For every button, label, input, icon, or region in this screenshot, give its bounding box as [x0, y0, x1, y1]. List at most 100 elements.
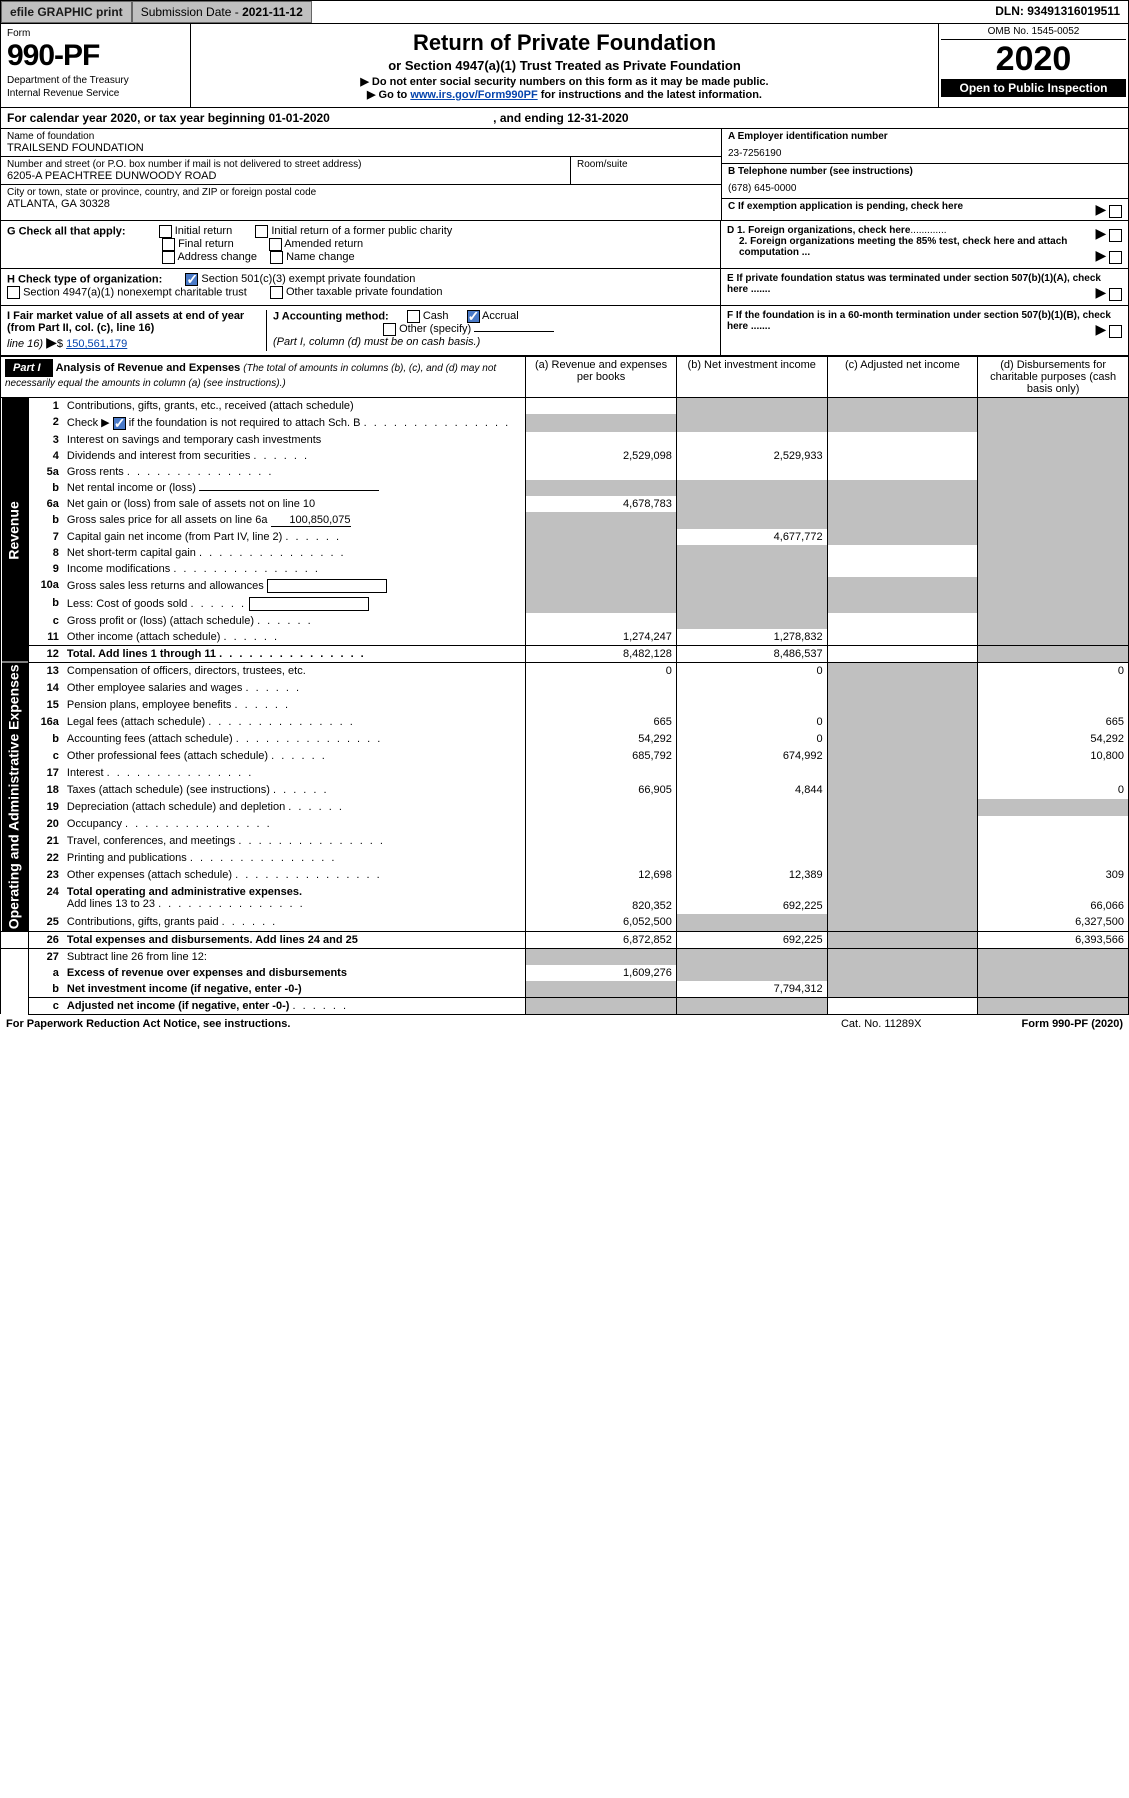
r4-b: 2,529,933: [676, 448, 827, 464]
r7-b: 4,677,772: [676, 529, 827, 545]
chk-name[interactable]: [270, 251, 283, 264]
col-a-header: (a) Revenue and expenses per books: [526, 357, 677, 398]
efile-print-button[interactable]: efile GRAPHIC print: [1, 1, 132, 23]
line-num: 24: [28, 884, 62, 914]
chk-4947[interactable]: [7, 286, 20, 299]
chk-amended[interactable]: [269, 238, 282, 251]
e-section: E If private foundation status was termi…: [721, 269, 1128, 305]
address-cell: Number and street (or P.O. box number if…: [1, 157, 571, 185]
chk-initial[interactable]: [159, 225, 172, 238]
line-num: 5a: [28, 464, 62, 480]
r1-d: [978, 398, 1129, 415]
line-10b-desc: Less: Cost of goods sold: [63, 595, 526, 613]
name-label: Name of foundation: [7, 131, 715, 142]
part1-title: Analysis of Revenue and Expenses: [56, 362, 241, 374]
r1-a: [526, 398, 677, 415]
chk-d1[interactable]: [1109, 229, 1122, 242]
r1-c: [827, 398, 978, 415]
r23-a: 12,698: [526, 867, 677, 884]
tax-year: 2020: [941, 40, 1126, 79]
irs: Internal Revenue Service: [7, 88, 184, 99]
line-27c-desc: Adjusted net income (if negative, enter …: [63, 997, 526, 1014]
arrow-icon: ▶: [1095, 247, 1106, 263]
chk-address[interactable]: [162, 251, 175, 264]
line-23-desc: Other expenses (attach schedule): [63, 867, 526, 884]
chk-other[interactable]: [383, 323, 396, 336]
r13-d: 0: [978, 662, 1129, 680]
exemption-cell: C If exemption application is pending, c…: [721, 199, 1128, 220]
header-left: Form 990-PF Department of the Treasury I…: [1, 24, 191, 107]
line-26-desc: Total expenses and disbursements. Add li…: [63, 931, 526, 948]
r16b-a: 54,292: [526, 731, 677, 748]
chk-accrual[interactable]: [467, 310, 480, 323]
line-num: 2: [28, 414, 62, 432]
line-num: 23: [28, 867, 62, 884]
arrow-icon: ▶: [1095, 284, 1106, 300]
line-18-desc: Taxes (attach schedule) (see instruction…: [63, 782, 526, 799]
r18-a: 66,905: [526, 782, 677, 799]
chk-f[interactable]: [1109, 325, 1122, 338]
cal-mid: , and ending: [490, 111, 567, 125]
ein-cell: A Employer identification number 23-7256…: [721, 129, 1128, 164]
h-label: H Check type of organization:: [7, 273, 162, 285]
j-note: (Part I, column (d) must be on cash basi…: [273, 336, 480, 348]
r25-d: 6,327,500: [978, 914, 1129, 932]
r25-a: 6,052,500: [526, 914, 677, 932]
part1-table: Part I Analysis of Revenue and Expenses …: [0, 356, 1129, 1015]
city-label: City or town, state or province, country…: [7, 187, 715, 198]
chk-501c3[interactable]: [185, 273, 198, 286]
line-6a-desc: Net gain or (loss) from sale of assets n…: [63, 496, 526, 512]
other-specify-line: [474, 331, 554, 332]
line-num: 25: [28, 914, 62, 932]
phone-label: B Telephone number (see instructions): [728, 166, 1122, 177]
r27a-a: 1,609,276: [526, 965, 677, 981]
col-c-header: (c) Adjusted net income: [827, 357, 978, 398]
line-2-desc: Check ▶ if the foundation is not require…: [63, 414, 526, 432]
r2-post: if the foundation is not required to att…: [126, 417, 361, 429]
submission-date-value: 2021-11-12: [242, 5, 303, 19]
footer-left: For Paperwork Reduction Act Notice, see …: [6, 1018, 290, 1030]
line-10a-desc: Gross sales less returns and allowances: [63, 577, 526, 595]
arrow-icon: ▶: [1095, 321, 1106, 337]
ij-f-row: I Fair market value of all assets at end…: [0, 306, 1129, 356]
line-num: 11: [28, 629, 62, 646]
r11-a: 1,274,247: [526, 629, 677, 646]
chk-other-tax[interactable]: [270, 286, 283, 299]
chk-initial-former[interactable]: [255, 225, 268, 238]
line-6b-desc: Gross sales price for all assets on line…: [63, 512, 526, 529]
line-num: b: [28, 595, 62, 613]
r18-b: 4,844: [676, 782, 827, 799]
chk-d2[interactable]: [1109, 251, 1122, 264]
line-num: 12: [28, 645, 62, 662]
part1-header: Part I Analysis of Revenue and Expenses …: [1, 357, 526, 398]
chk-schb[interactable]: [113, 417, 126, 430]
line-14-desc: Other employee salaries and wages: [63, 680, 526, 697]
line-22-desc: Printing and publications: [63, 850, 526, 867]
g-section: G Check all that apply: Initial return I…: [1, 221, 721, 268]
foundation-name-cell: Name of foundation TRAILSEND FOUNDATION: [1, 129, 721, 157]
line-13-desc: Compensation of officers, directors, tru…: [63, 662, 526, 680]
f-section: F If the foundation is in a 60-month ter…: [721, 306, 1128, 355]
note-ssn: ▶ Do not enter social security numbers o…: [211, 75, 918, 88]
irs-link[interactable]: www.irs.gov/Form990PF: [410, 89, 537, 101]
exemption-checkbox[interactable]: [1109, 205, 1122, 218]
line-num: 1: [28, 398, 62, 415]
line-11-desc: Other income (attach schedule): [63, 629, 526, 646]
chk-cash[interactable]: [407, 310, 420, 323]
line-num: 26: [28, 931, 62, 948]
fmv-link[interactable]: 150,561,179: [66, 338, 127, 350]
id-block: Name of foundation TRAILSEND FOUNDATION …: [0, 129, 1129, 221]
line-num: c: [28, 748, 62, 765]
submission-date: Submission Date - 2021-11-12: [132, 1, 312, 23]
r6a-a: 4,678,783: [526, 496, 677, 512]
i-section: I Fair market value of all assets at end…: [7, 310, 267, 351]
chk-final[interactable]: [162, 238, 175, 251]
line-num: b: [28, 480, 62, 496]
form-header: Form 990-PF Department of the Treasury I…: [0, 24, 1129, 108]
exemption-label: C If exemption application is pending, c…: [728, 201, 963, 212]
chk-e[interactable]: [1109, 288, 1122, 301]
r13-a: 0: [526, 662, 677, 680]
form-label: Form: [7, 28, 184, 39]
line-num: a: [28, 965, 62, 981]
r13-b: 0: [676, 662, 827, 680]
